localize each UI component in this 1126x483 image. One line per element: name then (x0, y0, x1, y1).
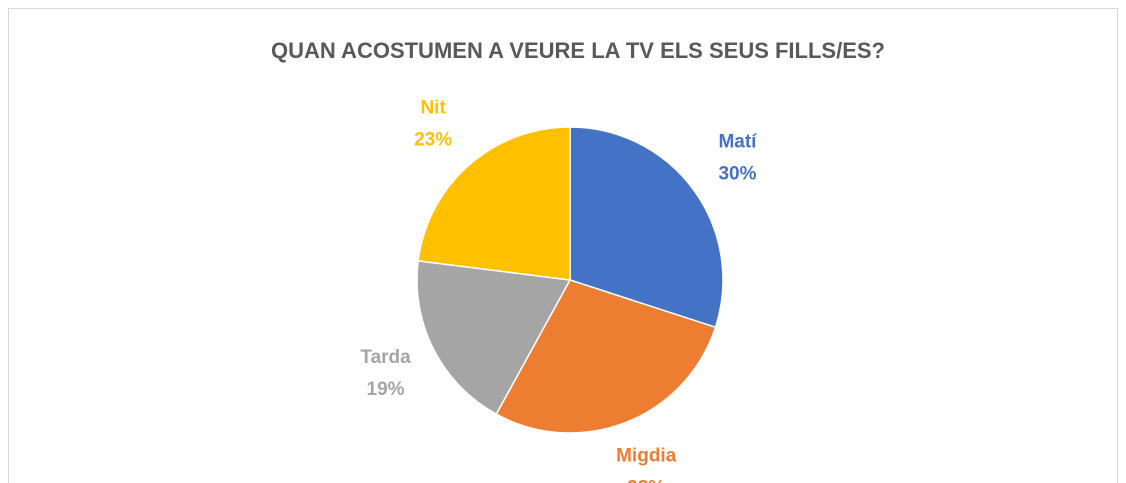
slice-category-label: Matí (718, 131, 757, 152)
pie-slice (569, 126, 724, 329)
slice-value-label: 19% (367, 379, 405, 400)
slice-category-label: Migdia (616, 445, 677, 466)
slice-category-label: Tarda (360, 347, 411, 368)
chart-title: QUAN ACOSTUMEN A VEURE LA TV ELS SEUS FI… (271, 38, 885, 63)
slice-value-label: 23% (414, 130, 452, 151)
slice-value-label: 30% (718, 163, 756, 184)
pie-slice (416, 259, 572, 416)
slice-value-label: 28% (627, 477, 665, 483)
pie-slice (417, 126, 571, 281)
slice-category-label: Nit (420, 98, 446, 119)
pie-slice (495, 279, 717, 434)
